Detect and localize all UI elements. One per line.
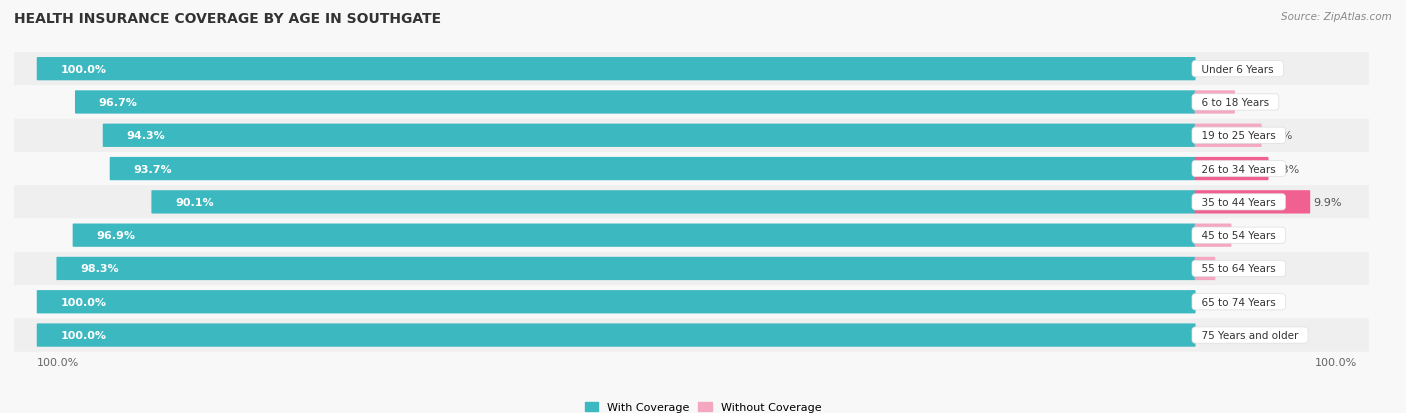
FancyBboxPatch shape [75, 91, 1195, 114]
FancyBboxPatch shape [14, 319, 1369, 352]
Text: 1.7%: 1.7% [1218, 264, 1247, 274]
Text: 35 to 44 Years: 35 to 44 Years [1195, 197, 1282, 207]
FancyBboxPatch shape [1195, 157, 1268, 181]
Text: 3.1%: 3.1% [1234, 230, 1263, 241]
FancyBboxPatch shape [14, 186, 1369, 219]
FancyBboxPatch shape [37, 58, 1195, 81]
Text: 5.7%: 5.7% [1264, 131, 1294, 141]
Text: 96.9%: 96.9% [96, 230, 135, 241]
Text: 100.0%: 100.0% [60, 64, 107, 74]
FancyBboxPatch shape [14, 219, 1369, 252]
Text: 65 to 74 Years: 65 to 74 Years [1195, 297, 1282, 307]
FancyBboxPatch shape [14, 86, 1369, 119]
FancyBboxPatch shape [1195, 257, 1215, 280]
Text: 100.0%: 100.0% [60, 297, 107, 307]
Text: 45 to 54 Years: 45 to 54 Years [1195, 230, 1282, 241]
Text: 19 to 25 Years: 19 to 25 Years [1195, 131, 1282, 141]
FancyBboxPatch shape [1195, 191, 1310, 214]
FancyBboxPatch shape [73, 224, 1195, 247]
FancyBboxPatch shape [14, 53, 1369, 86]
FancyBboxPatch shape [14, 119, 1369, 152]
Text: 98.3%: 98.3% [80, 264, 118, 274]
Text: HEALTH INSURANCE COVERAGE BY AGE IN SOUTHGATE: HEALTH INSURANCE COVERAGE BY AGE IN SOUT… [14, 12, 441, 26]
FancyBboxPatch shape [1195, 91, 1234, 114]
FancyBboxPatch shape [14, 152, 1369, 186]
Text: 0.0%: 0.0% [1198, 297, 1227, 307]
Text: 90.1%: 90.1% [174, 197, 214, 207]
Text: 75 Years and older: 75 Years and older [1195, 330, 1305, 340]
FancyBboxPatch shape [14, 252, 1369, 285]
Text: Under 6 Years: Under 6 Years [1195, 64, 1281, 74]
FancyBboxPatch shape [37, 290, 1195, 313]
Text: 6 to 18 Years: 6 to 18 Years [1195, 98, 1275, 108]
Text: Source: ZipAtlas.com: Source: ZipAtlas.com [1281, 12, 1392, 22]
Text: 94.3%: 94.3% [127, 131, 165, 141]
FancyBboxPatch shape [1195, 124, 1261, 147]
Text: 3.4%: 3.4% [1237, 98, 1267, 108]
Text: 96.7%: 96.7% [98, 98, 138, 108]
Text: 0.0%: 0.0% [1198, 330, 1227, 340]
FancyBboxPatch shape [37, 324, 1195, 347]
Text: 26 to 34 Years: 26 to 34 Years [1195, 164, 1282, 174]
Text: 0.0%: 0.0% [1198, 64, 1227, 74]
Text: 6.3%: 6.3% [1271, 164, 1299, 174]
FancyBboxPatch shape [103, 124, 1195, 147]
Text: 93.7%: 93.7% [134, 164, 172, 174]
FancyBboxPatch shape [110, 157, 1195, 181]
FancyBboxPatch shape [56, 257, 1195, 280]
Legend: With Coverage, Without Coverage: With Coverage, Without Coverage [581, 398, 825, 413]
Text: 100.0%: 100.0% [60, 330, 107, 340]
Text: 100.0%: 100.0% [1315, 357, 1357, 367]
Text: 100.0%: 100.0% [37, 357, 80, 367]
FancyBboxPatch shape [152, 191, 1195, 214]
FancyBboxPatch shape [1195, 224, 1232, 247]
Text: 9.9%: 9.9% [1313, 197, 1341, 207]
FancyBboxPatch shape [14, 285, 1369, 319]
Text: 55 to 64 Years: 55 to 64 Years [1195, 264, 1282, 274]
